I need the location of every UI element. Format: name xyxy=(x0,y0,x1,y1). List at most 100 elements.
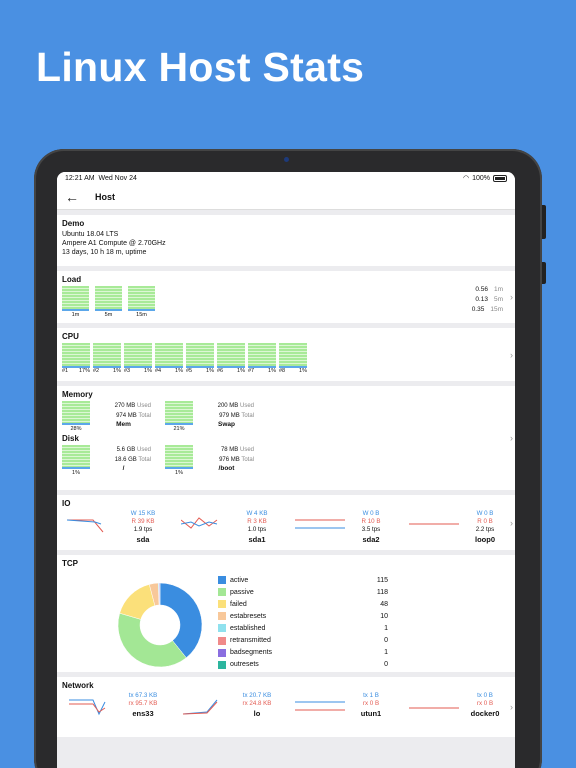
cpu-core-percent: 1% xyxy=(237,368,245,374)
chevron-right-icon: › xyxy=(510,517,513,528)
load-value: 0.35 xyxy=(471,306,485,313)
host-info-card: Demo Ubuntu 18.04 LTS Ampere A1 Compute … xyxy=(57,215,515,266)
swap-name: Swap xyxy=(218,421,235,428)
net-sparkline xyxy=(409,707,459,709)
net-rx: rx 95.7 KB xyxy=(128,700,158,707)
pie-slice-active xyxy=(159,582,202,659)
legend-label: passive xyxy=(230,588,254,596)
net-iface: tx 20.7 KB rx 24.8 KB lo xyxy=(181,692,277,736)
swap-tile xyxy=(165,401,193,425)
volume-button xyxy=(542,205,546,239)
legend-value: 1 xyxy=(384,624,388,632)
cpu-core-number: #3 xyxy=(124,368,131,374)
io-title: IO xyxy=(62,499,71,508)
load-card[interactable]: Load 1m 5m 15m 0.56 1m 0.13 5m 0.35 15m › xyxy=(57,271,515,323)
cpu-core-percent: 1% xyxy=(175,368,183,374)
tcp-legend-item: outresets 0 xyxy=(218,659,388,671)
network-card[interactable]: Network tx 67.3 KB rx 95.7 KB ens33 tx 20… xyxy=(57,677,515,737)
io-device: W 4 KB R 3 KB 1.0 tps sda1 xyxy=(181,510,277,554)
cpu-core-percent: 17% xyxy=(78,368,90,374)
cpu-core-number: #2 xyxy=(93,368,100,374)
io-device-name: sda1 xyxy=(248,535,266,544)
memory-disk-card[interactable]: Memory 28% 270 MB Used 974 MB Total Mem 21… xyxy=(57,386,515,490)
load-key: 1m xyxy=(493,286,503,293)
cpu-core-number: #8 xyxy=(279,368,286,374)
tcp-legend-item: active 115 xyxy=(218,574,388,586)
mem-used: 270 MB xyxy=(114,403,136,409)
mem-total: 974 MB xyxy=(116,413,137,419)
disk-boot-name: /boot xyxy=(218,465,235,472)
disk-boot-total: 976 MB xyxy=(219,457,240,463)
tcp-legend-item: passive 118 xyxy=(218,586,388,598)
legend-label: badsegments xyxy=(230,649,273,657)
io-device-name: sda2 xyxy=(362,535,380,544)
swap-used: 200 MB xyxy=(217,403,239,409)
legend-value: 1 xyxy=(384,649,388,657)
cpu-core-tile xyxy=(217,343,245,368)
io-tps: 2.2 tps xyxy=(475,526,495,533)
cpu-card[interactable]: CPU #1 17% #2 1% #3 1% #4 1% #5 1% #6 1% #7 1% … xyxy=(57,328,515,381)
mem-tile xyxy=(62,401,90,425)
net-sparkline xyxy=(69,699,106,716)
cpu-core-percent: 1% xyxy=(206,368,214,374)
io-sparkline xyxy=(181,517,218,529)
cpu-cores: #1 17% #2 1% #3 1% #4 1% #5 1% #6 1% #7 1% #8 1% xyxy=(62,343,510,374)
pie-slice-passive xyxy=(117,612,187,668)
legend-swatch xyxy=(218,588,226,597)
cpu-core-number: #6 xyxy=(217,368,224,374)
io-read: R 10 B xyxy=(361,518,381,525)
net-tx: tx 0 B xyxy=(477,692,493,699)
cpu-core-tile xyxy=(186,343,214,368)
legend-label: outresets xyxy=(230,661,259,669)
wifi-icon: ◠ xyxy=(462,175,470,182)
legend-label: active xyxy=(230,576,249,584)
net-tx: tx 67.3 KB xyxy=(128,692,158,699)
cpu-core-percent: 1% xyxy=(144,368,152,374)
net-iface-name: docker0 xyxy=(470,709,500,718)
net-rx: rx 24.8 KB xyxy=(242,700,272,707)
legend-label: established xyxy=(230,624,266,632)
cpu-title: CPU xyxy=(62,332,79,341)
chevron-right-icon: › xyxy=(510,433,513,443)
legend-value: 0 xyxy=(384,661,388,669)
cpu-core-tile xyxy=(124,343,152,368)
load-values: 0.56 1m 0.13 5m 0.35 15m xyxy=(472,285,503,315)
net-iface-name: utun1 xyxy=(360,709,382,718)
swap-total-label: Total xyxy=(241,413,254,419)
nav-title: Host xyxy=(95,191,115,202)
legend-swatch xyxy=(218,576,226,585)
net-tx: tx 20.7 KB xyxy=(242,692,272,699)
legend-swatch xyxy=(218,612,226,621)
camera xyxy=(284,157,289,162)
io-tps: 1.9 tps xyxy=(133,526,153,533)
net-rx: rx 0 B xyxy=(476,700,494,707)
disk-root-used-label: Used xyxy=(136,447,151,453)
io-write: W 0 B xyxy=(362,510,380,517)
io-sparkline xyxy=(409,523,459,525)
legend-label: retransmitted xyxy=(230,637,271,645)
cpu-core-percent: 1% xyxy=(268,368,276,374)
io-sparkline xyxy=(67,519,104,533)
mem-percent: 28% xyxy=(70,426,82,432)
status-time: 12:21 AM xyxy=(65,174,95,182)
swap-used-label: Used xyxy=(239,403,254,409)
tcp-legend-item: badsegments 1 xyxy=(218,647,388,659)
disk-root-used: 5.6 GB xyxy=(116,447,136,453)
cpu-model: Ampere A1 Compute @ 2.70GHz xyxy=(62,240,166,247)
tcp-pie-chart xyxy=(117,582,202,668)
net-sparkline xyxy=(295,701,345,711)
net-iface-name: lo xyxy=(253,709,261,718)
io-read: R 39 KB xyxy=(131,518,155,525)
legend-swatch xyxy=(218,600,226,609)
load-tile-label: 5m xyxy=(104,312,113,318)
legend-label: estabresets xyxy=(230,612,267,620)
io-card[interactable]: IO W 15 KB R 39 KB 1.9 tps sda W 4 KB R 3 K… xyxy=(57,495,515,550)
io-read: R 3 KB xyxy=(247,518,267,525)
io-write: W 15 KB xyxy=(130,510,156,517)
volume-button-2 xyxy=(542,262,546,284)
legend-swatch xyxy=(218,636,226,645)
swap-total: 979 MB xyxy=(219,413,240,419)
tcp-legend-item: established 1 xyxy=(218,622,388,634)
back-arrow-icon[interactable]: ← xyxy=(65,188,79,205)
